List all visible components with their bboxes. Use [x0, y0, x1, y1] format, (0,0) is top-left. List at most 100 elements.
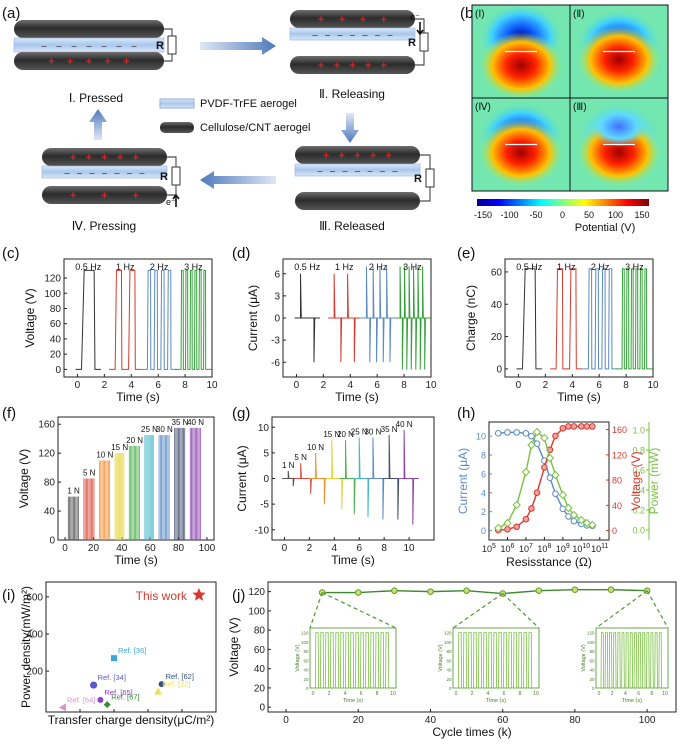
data-point-ref-67	[103, 701, 111, 709]
data-point-voltage	[504, 525, 511, 533]
y-tick-label: 20	[254, 683, 266, 694]
negative-charge: –	[89, 168, 94, 178]
quadrant-label: (Ⅰ)	[475, 9, 485, 20]
y-axis-label-right: Power (mW)	[647, 448, 661, 515]
force-pulse-bar	[102, 460, 104, 540]
frequency-annotation: 2 Hz	[369, 262, 388, 272]
force-annotation: 25 N	[141, 425, 158, 434]
y-tick-label-left: 8	[481, 451, 486, 461]
inset-voltage-trace	[313, 632, 390, 689]
force-pulse-bar	[196, 427, 197, 540]
force-pulse-bar	[197, 427, 199, 540]
y-tick-label: -10	[255, 525, 270, 536]
data-point-power	[527, 440, 536, 450]
x-tick-label: 6	[356, 543, 362, 554]
x-tick-label: 105	[482, 543, 496, 554]
frequency-annotation: 3 Hz	[184, 262, 203, 272]
force-annotation: 5 N	[294, 453, 307, 462]
resistor-label: R	[414, 173, 422, 185]
x-tick-label: 0	[75, 380, 81, 391]
data-point-power	[545, 453, 555, 463]
inset-y-tick-label: 120	[587, 631, 595, 636]
series-line-1hz	[109, 269, 142, 370]
stage-label: Ⅱ. Releasing	[319, 87, 385, 101]
positive-potential-region	[577, 26, 661, 93]
process-arrow-right	[200, 37, 276, 55]
frequency-annotation: 0.5 Hz	[294, 262, 321, 272]
data-point-ref-62	[158, 681, 165, 688]
chart-charge-frequency: 0 2 4 6 8 10 0 20 40 60 Time (s) Charge (nC) 0.5 Hz 1…	[464, 258, 659, 404]
plot-frame	[488, 421, 610, 541]
positive-charge: +	[67, 56, 73, 68]
panel-label-i: (i)	[2, 587, 15, 604]
resistor	[171, 166, 181, 186]
series-spikes-15n	[325, 440, 348, 510]
inset-x-tick-label: 6	[637, 691, 640, 697]
y-tick-label: 80	[44, 478, 56, 489]
negative-charge: –	[387, 30, 392, 40]
data-point-power	[569, 510, 579, 520]
force-pulse-bar	[76, 496, 78, 540]
y-tick-label: 0	[496, 364, 502, 375]
positive-charge: +	[349, 60, 355, 72]
positive-charge: +	[117, 152, 123, 164]
positive-charge: +	[381, 14, 387, 26]
inset-x-tick-label: 2	[611, 691, 614, 697]
negative-charge: –	[131, 41, 136, 51]
positive-charge: +	[323, 150, 329, 162]
data-point-power	[512, 500, 521, 510]
inset-x-axis-label: Time (s)	[622, 698, 642, 704]
force-pulse-bar	[150, 435, 151, 540]
force-annotation: 20 N	[337, 430, 354, 439]
y-tick-label: 120	[248, 587, 265, 598]
y-axis-label: Power density(mW/m²)	[19, 586, 33, 708]
force-pulse-bar	[189, 427, 191, 540]
data-point-ref-36	[111, 655, 117, 662]
data-point-voltage	[427, 588, 434, 595]
positive-charge: +	[370, 150, 376, 162]
inset-y-tick-label: 100	[444, 640, 452, 645]
positive-charge: +	[70, 152, 76, 164]
x-tick-label: 4	[128, 380, 134, 391]
resistor	[419, 32, 429, 52]
colorbar-tick-label: -50	[529, 210, 542, 220]
series-spikes-30n	[366, 437, 389, 520]
positive-charge: +	[86, 56, 92, 68]
force-pulse-bar	[70, 496, 72, 540]
electrode-cellulose-cnt	[290, 10, 415, 28]
force-pulse-bar	[99, 460, 100, 540]
x-tick-label: 8	[182, 380, 188, 391]
positive-charge: +	[365, 60, 371, 72]
electrode-cellulose-cnt	[14, 20, 164, 38]
positive-charge: +	[123, 56, 129, 68]
inset-x-tick-label: 8	[376, 691, 379, 697]
colorbar-tick-label: 100	[608, 210, 623, 220]
force-pulse-bar	[87, 478, 89, 540]
inset-x-tick-label: 8	[650, 691, 653, 697]
data-point-current	[522, 430, 530, 437]
process-arrow-down	[341, 113, 359, 143]
stage-label: Ⅳ. Pressing	[72, 219, 136, 233]
force-pulse-bar	[88, 478, 90, 540]
inset-x-tick-label: 6	[360, 691, 363, 697]
negative-potential-region	[589, 106, 649, 147]
data-point-voltage	[463, 587, 470, 594]
data-point-ref-22	[154, 687, 163, 695]
quadrant-label: (Ⅱ)	[573, 9, 585, 20]
force-pulse-bar	[181, 427, 183, 540]
data-point-voltage	[559, 425, 567, 432]
force-pulse-bar	[106, 460, 108, 540]
negative-charge: –	[139, 168, 144, 178]
y-tick-label: 3	[274, 291, 280, 302]
chart-voltage-force: 0 20 40 60 80 100 0 40 80 120 160 Time (s) Voltage (…	[17, 416, 216, 567]
force-annotation: 15 N	[323, 430, 340, 439]
inset-y-tick-label: 120	[301, 631, 309, 636]
x-tick-label: 6	[155, 380, 161, 391]
force-annotation: 40 N	[396, 420, 413, 429]
negative-charge: –	[102, 168, 107, 178]
inset-y-axis-label: Voltage (V)	[295, 644, 301, 671]
x-tick-label: 107	[519, 543, 533, 554]
x-tick-label: 0	[294, 380, 300, 391]
x-tick-label: 106	[501, 543, 515, 554]
